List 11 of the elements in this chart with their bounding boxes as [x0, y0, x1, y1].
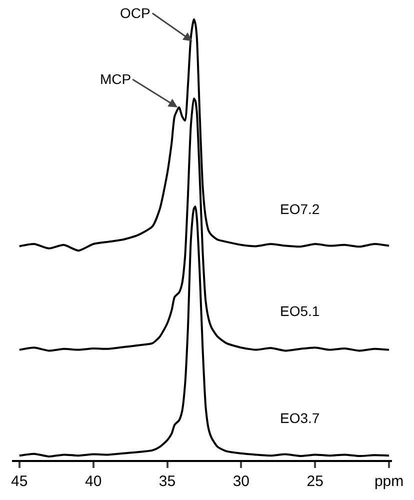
x-tick-label: 45	[11, 472, 28, 490]
x-tick-label: 25	[306, 472, 324, 490]
x-tick-label: 30	[232, 472, 250, 490]
annotation: OCP	[120, 5, 150, 21]
x-tick-label: ppm	[374, 472, 404, 490]
series-label: EO7.2	[280, 201, 320, 217]
annotation: MCP	[100, 71, 132, 87]
text: EO3.7	[280, 410, 320, 426]
x-tick-label: 35	[158, 472, 176, 490]
x-tick-label: 40	[84, 472, 102, 490]
text: EO5.1	[280, 303, 320, 319]
